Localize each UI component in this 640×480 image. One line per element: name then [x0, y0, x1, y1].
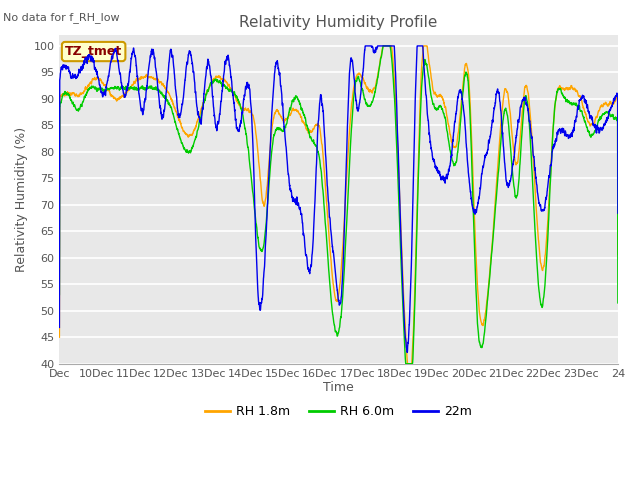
X-axis label: Time: Time: [323, 382, 354, 395]
Title: Relativity Humidity Profile: Relativity Humidity Profile: [239, 15, 438, 30]
Y-axis label: Relativity Humidity (%): Relativity Humidity (%): [15, 127, 28, 272]
Legend: RH 1.8m, RH 6.0m, 22m: RH 1.8m, RH 6.0m, 22m: [200, 400, 477, 423]
Text: No data for f_RH_low: No data for f_RH_low: [3, 12, 120, 23]
Text: TZ_tmet: TZ_tmet: [65, 45, 122, 58]
